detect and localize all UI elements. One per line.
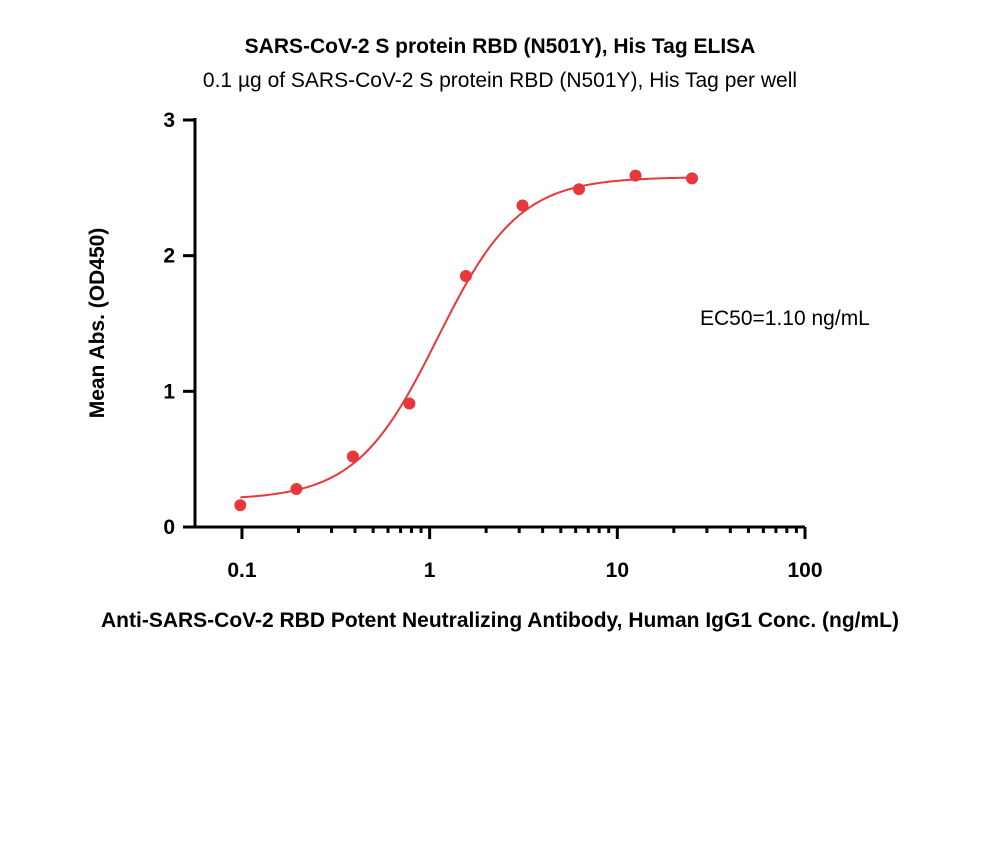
chart-title: SARS-CoV-2 S protein RBD (N501Y), His Ta… — [245, 35, 756, 58]
y-tick-label: 2 — [163, 245, 175, 268]
annotation-ec50: EC50=1.10 ng/mL — [700, 307, 870, 330]
data-point — [403, 397, 416, 410]
data-point — [629, 169, 642, 182]
x-axis-label: Anti-SARS-CoV-2 RBD Potent Neutralizing … — [101, 609, 899, 632]
x-tick-label: 10 — [606, 559, 629, 582]
y-tick-label: 1 — [163, 380, 175, 403]
data-point — [686, 172, 699, 185]
y-tick-label: 0 — [163, 516, 175, 539]
fit-curve — [240, 176, 693, 499]
chart-subtitle: 0.1 µg of SARS-CoV-2 S protein RBD (N501… — [203, 69, 797, 92]
data-point — [346, 450, 359, 463]
x-tick-label: 1 — [424, 559, 436, 582]
data-point — [516, 199, 529, 212]
data-point — [290, 483, 303, 496]
data-point — [459, 270, 472, 283]
data-point — [573, 183, 586, 196]
data-point — [234, 499, 247, 512]
plot-area: 0 1 2 3 0.1 1 10 100 — [163, 109, 822, 582]
y-axis-label: Mean Abs. (OD450) — [86, 228, 109, 419]
y-tick-label: 3 — [163, 109, 175, 132]
x-tick-label: 100 — [787, 559, 822, 582]
x-tick-label: 0.1 — [227, 559, 257, 582]
